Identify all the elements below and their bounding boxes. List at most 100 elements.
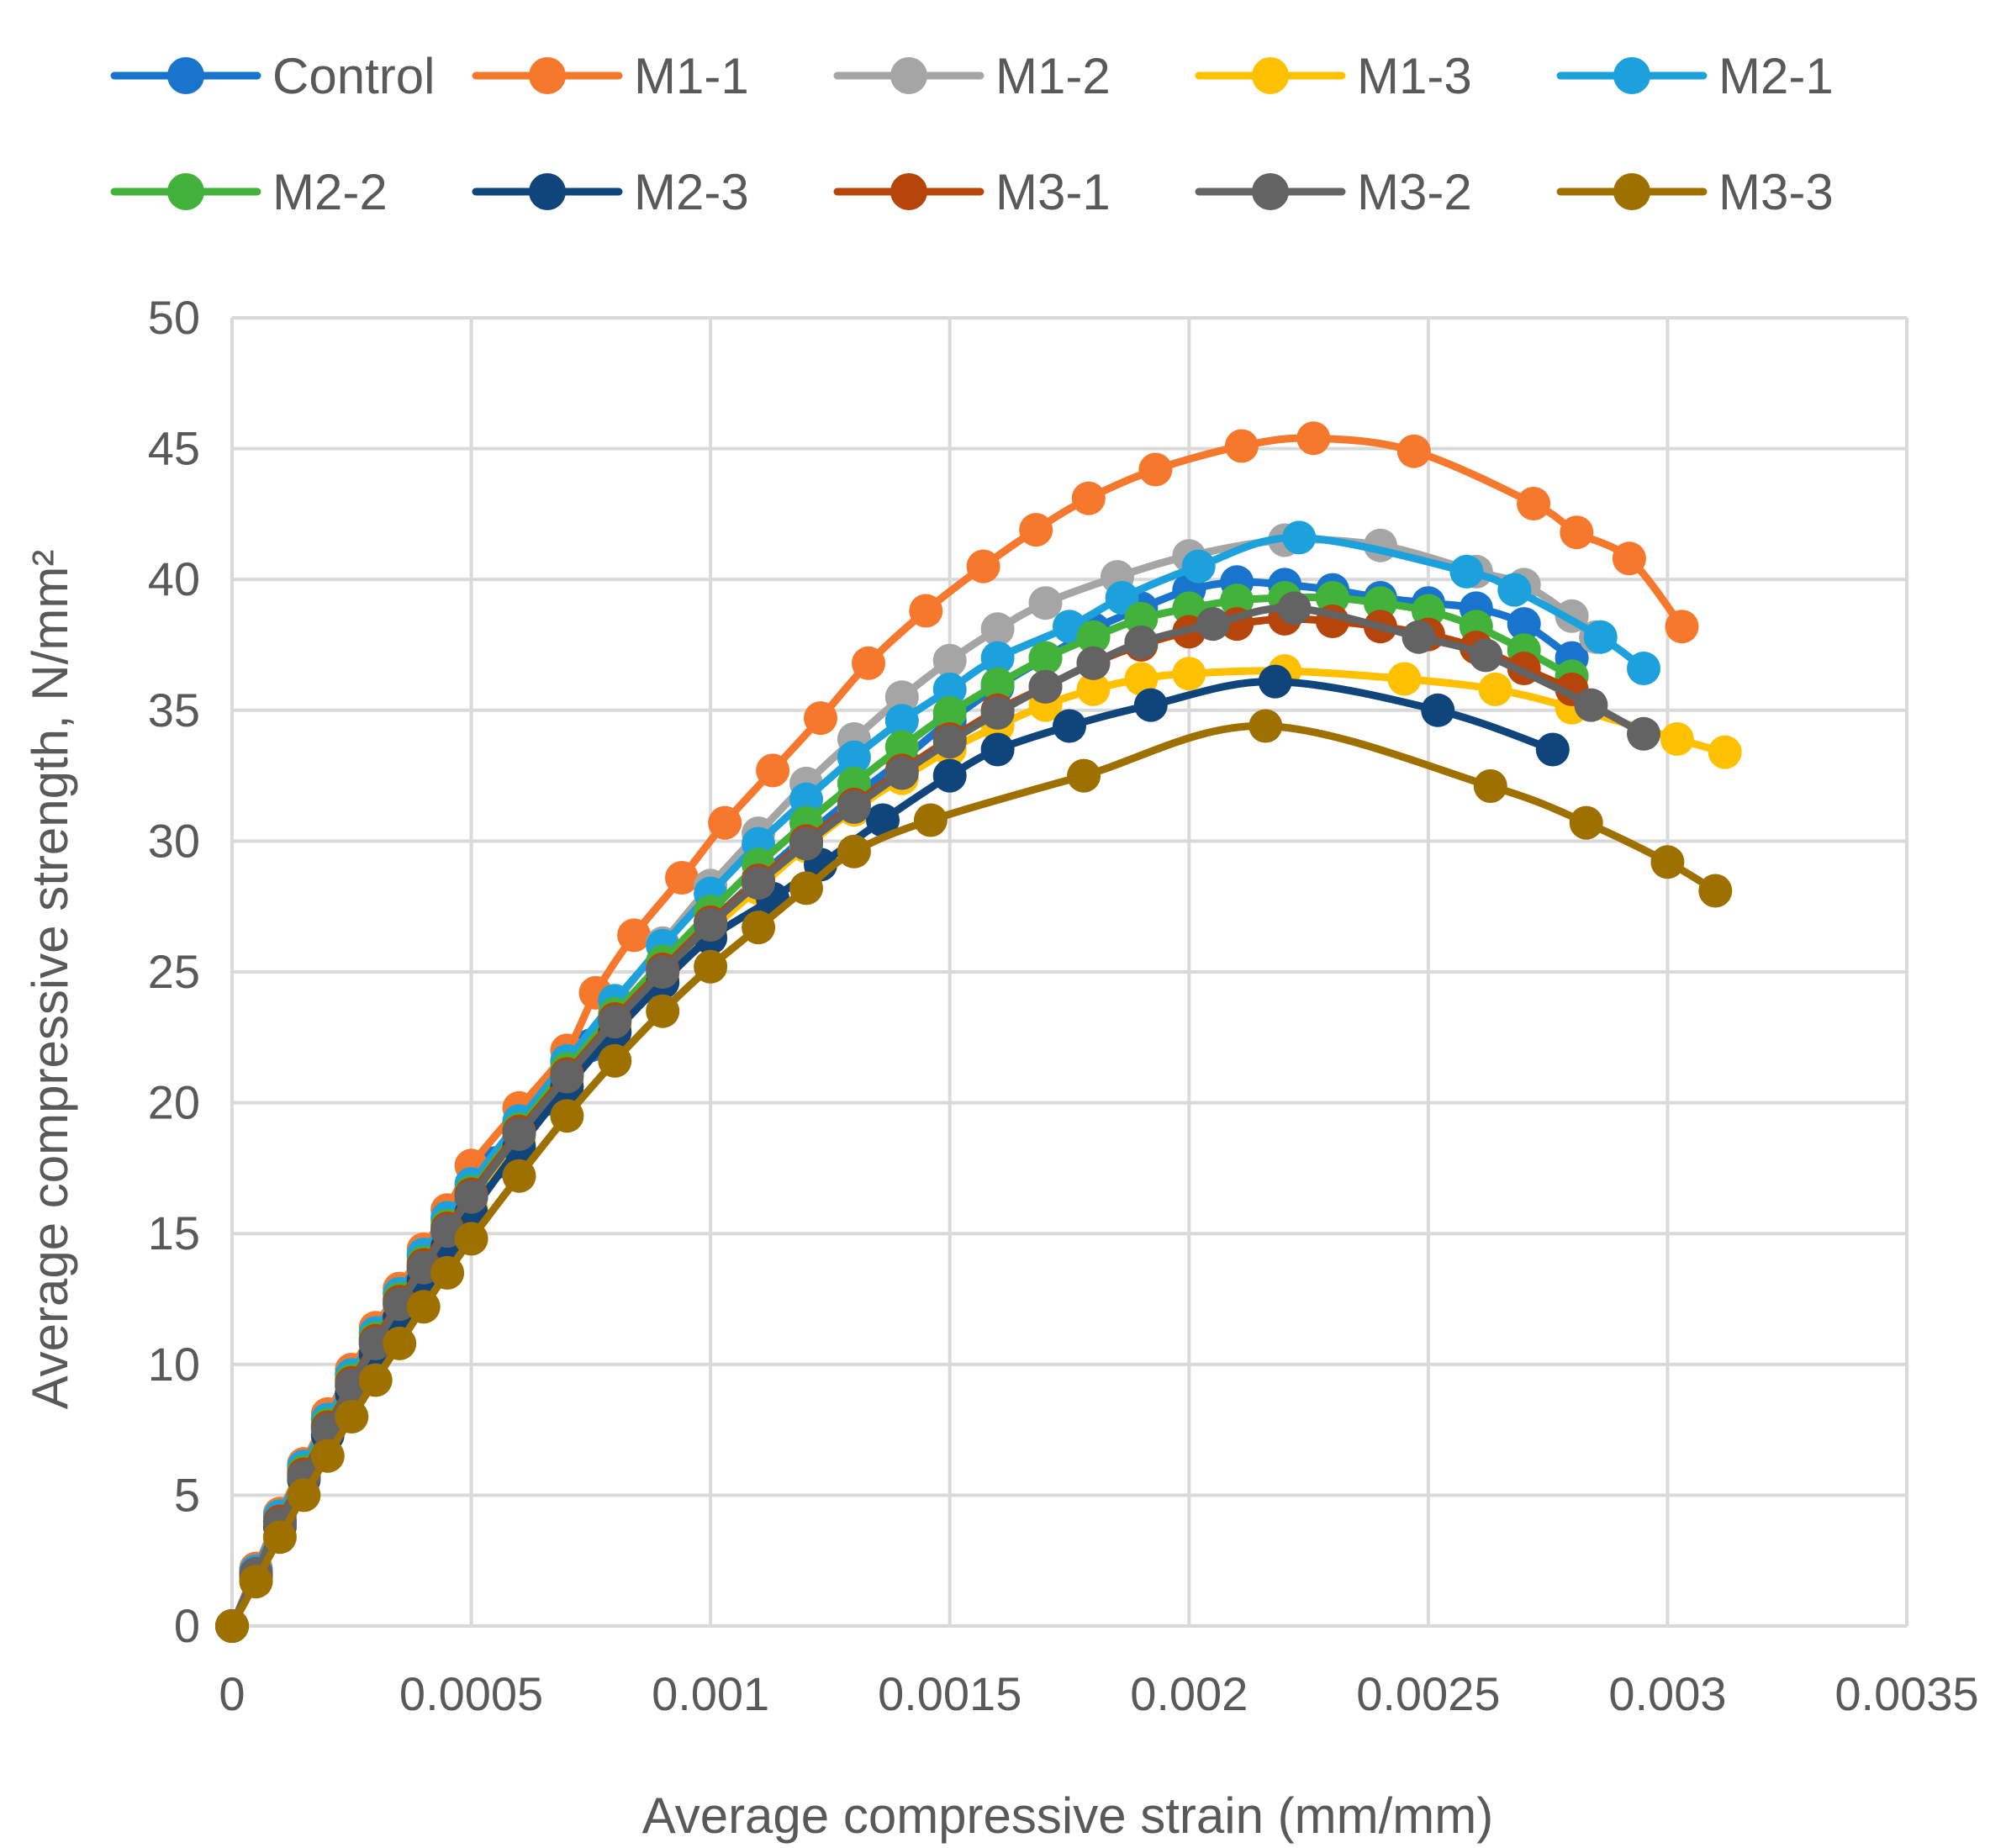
data-point-m3-2 xyxy=(454,1180,488,1214)
data-point-m2-3 xyxy=(1258,664,1292,699)
data-point-m3-2 xyxy=(358,1326,393,1360)
data-point-m3-3 xyxy=(383,1326,417,1360)
legend-label: Control xyxy=(272,48,435,104)
legend-label: M3-3 xyxy=(1718,164,1834,220)
y-tick-label: 40 xyxy=(148,552,200,605)
legend-item-m3-1: M3-1 xyxy=(833,164,1111,220)
legend-marker xyxy=(167,173,204,210)
data-point-m3-2 xyxy=(1076,646,1111,680)
legend-marker xyxy=(167,57,204,94)
legend-marker xyxy=(1252,57,1289,94)
legend-marker xyxy=(529,57,566,94)
data-point-m2-1 xyxy=(837,740,871,774)
x-tick-label: 0.001 xyxy=(652,1667,769,1720)
data-point-m2-2 xyxy=(1172,591,1206,626)
data-point-m3-2 xyxy=(1277,591,1312,626)
data-point-m2-2 xyxy=(1316,581,1349,615)
data-point-m1-1 xyxy=(1224,429,1259,463)
data-point-control xyxy=(1507,607,1541,642)
data-point-m2-2 xyxy=(884,730,919,764)
data-point-m3-2 xyxy=(1627,716,1660,751)
series-layer xyxy=(215,421,1742,1643)
series-m3-2 xyxy=(215,591,1660,1643)
y-axis-title: Average compressive strength, N/mm² xyxy=(22,550,78,1410)
data-point-m1-3 xyxy=(1660,722,1694,756)
data-point-m1-2 xyxy=(1028,586,1063,620)
x-tick-labels: 0 0.0005 0.001 0.0015 0.002 0.0025 0.003 0.0035 xyxy=(219,1667,1978,1720)
data-point-m2-1 xyxy=(789,782,823,816)
data-point-m3-3 xyxy=(1067,758,1101,793)
data-point-m2-1 xyxy=(932,672,967,706)
x-tick-label: 0.002 xyxy=(1130,1667,1248,1720)
data-point-m2-1 xyxy=(980,641,1015,675)
data-point-m3-3 xyxy=(598,1043,632,1078)
data-point-m3-3 xyxy=(646,994,680,1028)
y-tick-label: 25 xyxy=(148,945,200,998)
legend-item-m3-2: M3-2 xyxy=(1195,164,1472,220)
gridlines xyxy=(230,316,1908,1628)
data-point-m3-3 xyxy=(262,1520,297,1555)
data-point-m3-3 xyxy=(454,1222,488,1256)
data-point-m2-3 xyxy=(980,732,1015,767)
data-point-m1-1 xyxy=(1665,610,1699,644)
data-point-m3-2 xyxy=(550,1059,584,1094)
data-point-m2-1 xyxy=(1627,652,1660,685)
data-point-m3-2 xyxy=(789,826,823,861)
data-point-m1-1 xyxy=(665,861,699,895)
legend-item-control: Control xyxy=(110,48,435,104)
data-point-m1-1 xyxy=(756,753,790,788)
data-point-m3-3 xyxy=(1569,805,1603,840)
data-point-m3-2 xyxy=(1574,688,1608,722)
data-point-m3-2 xyxy=(1196,607,1230,642)
data-point-m3-3 xyxy=(335,1400,369,1434)
data-point-m2-3 xyxy=(1053,709,1086,743)
data-point-m1-1 xyxy=(617,918,652,953)
y-tick-label: 20 xyxy=(148,1076,200,1129)
data-point-m2-2 xyxy=(1076,620,1111,654)
series-line-m3-3 xyxy=(228,721,1719,1630)
y-tick-label: 0 xyxy=(174,1599,200,1652)
series-m2-1 xyxy=(215,520,1660,1643)
y-tick-labels: 0 5 10 15 20 25 30 35 40 45 50 xyxy=(148,291,200,1652)
legend-marker xyxy=(890,57,927,94)
data-point-m3-3 xyxy=(239,1565,273,1599)
data-point-m1-1 xyxy=(1612,541,1646,576)
legend-item-m2-1: M2-1 xyxy=(1556,48,1834,104)
data-point-m1-2 xyxy=(884,680,919,715)
data-point-m1-3 xyxy=(1172,657,1206,691)
series-m2-2 xyxy=(215,581,1589,1643)
data-point-m1-3 xyxy=(1124,662,1159,696)
y-tick-label: 50 xyxy=(148,291,200,344)
data-point-m2-2 xyxy=(1028,641,1063,675)
data-point-m2-2 xyxy=(1220,583,1254,618)
data-point-m2-1 xyxy=(1583,620,1618,654)
data-point-m1-1 xyxy=(1560,515,1594,550)
legend-marker xyxy=(529,173,566,210)
data-point-m2-1 xyxy=(884,704,919,738)
y-tick-label: 5 xyxy=(174,1468,200,1521)
legend-label: M3-1 xyxy=(995,164,1111,220)
data-point-m1-1 xyxy=(804,701,837,736)
legend-label: M2-1 xyxy=(1718,48,1834,104)
legend-item-m1-1: M1-1 xyxy=(472,48,749,104)
data-point-m2-1 xyxy=(1449,554,1484,589)
plot-frame xyxy=(230,318,1907,1628)
x-tick-label: 0.0025 xyxy=(1356,1667,1500,1720)
series-line-m3-2 xyxy=(228,604,1648,1630)
legend-item-m2-2: M2-2 xyxy=(110,164,388,220)
data-point-m2-3 xyxy=(1133,688,1168,722)
data-point-m3-3 xyxy=(789,871,823,906)
data-point-m3-2 xyxy=(884,756,919,790)
legend-marker xyxy=(1613,173,1650,210)
data-point-m2-2 xyxy=(1124,601,1159,636)
data-point-m3-2 xyxy=(1402,620,1436,654)
data-point-m3-3 xyxy=(358,1363,393,1397)
data-point-m3-3 xyxy=(430,1255,465,1290)
y-tick-label: 35 xyxy=(148,684,200,737)
data-point-m1-1 xyxy=(1071,481,1106,515)
legend: Control M1-1 M1-2 M1-3 M2-1 M2-2 M2-3 M3-1 M3-2 M… xyxy=(110,48,1834,220)
data-point-m3-2 xyxy=(837,789,871,824)
data-point-m1-1 xyxy=(909,594,943,628)
